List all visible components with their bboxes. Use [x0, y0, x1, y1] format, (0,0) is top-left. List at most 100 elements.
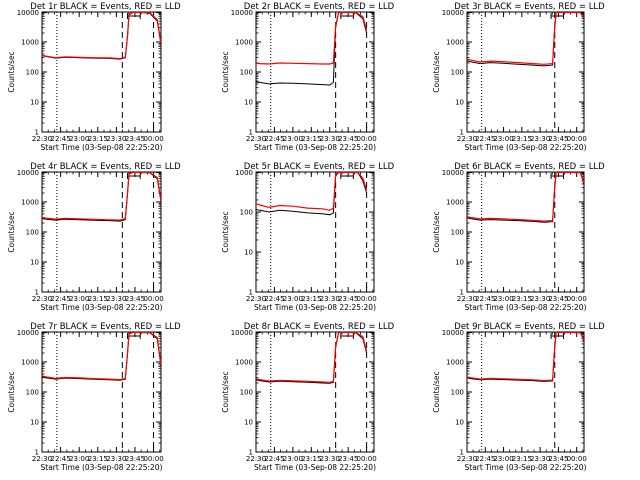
plot-frame: [41, 11, 162, 133]
x-tick-label: 23:15: [512, 135, 532, 143]
x-tick-label: 22:30: [246, 295, 266, 303]
series-events-line: [256, 332, 368, 384]
y-axis-label: Counts/sec: [432, 371, 441, 412]
x-tick-label: 23:30: [320, 135, 340, 143]
y-tick-label: 10: [244, 249, 253, 257]
y-tick-label: 1: [460, 289, 464, 297]
y-tick-label: 10: [455, 419, 464, 427]
series-lld-line: [42, 332, 161, 381]
plot-frame: [466, 11, 585, 133]
x-tick-label: 23:15: [88, 455, 108, 463]
x-tick-label: 00:00: [357, 295, 377, 303]
y-tick-label: 100: [26, 229, 39, 237]
panel-4: Det 4r BLACK = Events, RED = LLD 1 10 100 10…: [7, 162, 181, 312]
x-tick-label: 23:00: [283, 295, 303, 303]
y-tick-label: 100: [451, 229, 464, 237]
y-tick-label: 1000: [235, 169, 253, 177]
y-tick-label: 10: [455, 99, 464, 107]
x-tick-label: 22:30: [457, 455, 477, 463]
series-lld-line: [42, 172, 161, 221]
y-tick-label: 1000: [21, 359, 39, 367]
plot-frame: [255, 171, 375, 293]
y-axis-label: Counts/sec: [432, 51, 441, 92]
x-tick-label: 23:00: [283, 135, 303, 143]
plot-frame: [255, 11, 375, 133]
panel-title: Det 5r BLACK = Events, RED = LLD: [244, 162, 395, 172]
x-axis-label: Start Time (03-Sep-08 22:25:20): [465, 303, 587, 312]
y-axis-label: Counts/sec: [221, 211, 230, 252]
y-tick-label: 10000: [231, 9, 253, 17]
x-tick-label: 23:00: [283, 455, 303, 463]
series-events-line: [42, 332, 161, 381]
x-tick-label: 23:45: [125, 135, 145, 143]
y-tick-label: 1: [35, 449, 39, 457]
y-tick-label: 1000: [446, 39, 464, 47]
y-tick-label: 100: [240, 389, 253, 397]
series-events-line: [467, 332, 584, 382]
panel-5: Det 5r BLACK = Events, RED = LLD 1 10 100 10…: [221, 162, 395, 312]
x-tick-label: 23:30: [106, 455, 126, 463]
x-tick-label: 00:00: [357, 135, 377, 143]
y-tick-label: 10: [244, 99, 253, 107]
y-tick-label: 10000: [17, 329, 39, 337]
x-tick-label: 23:45: [125, 455, 145, 463]
x-tick-label: 00:00: [357, 455, 377, 463]
x-tick-label: 22:45: [475, 135, 495, 143]
x-tick-label: 23:15: [301, 455, 321, 463]
y-tick-label: 10: [30, 259, 39, 267]
x-tick-label: 22:45: [51, 135, 71, 143]
x-tick-label: 22:30: [457, 295, 477, 303]
panel-title: Det 3r BLACK = Events, RED = LLD: [454, 2, 605, 12]
panel-title: Det 2r BLACK = Events, RED = LLD: [244, 2, 395, 12]
panel-title: Det 9r BLACK = Events, RED = LLD: [454, 322, 605, 332]
y-tick-label: 1: [249, 289, 253, 297]
x-tick-label: 23:30: [106, 135, 126, 143]
panel-title: Det 6r BLACK = Events, RED = LLD: [454, 162, 605, 172]
x-tick-label: 22:45: [264, 455, 284, 463]
x-tick-label: 22:45: [51, 455, 71, 463]
x-tick-label: 23:15: [301, 295, 321, 303]
y-tick-label: 1000: [21, 199, 39, 207]
series-events-line: [467, 172, 584, 223]
y-tick-label: 1: [249, 129, 253, 137]
panel-title: Det 8r BLACK = Events, RED = LLD: [244, 322, 395, 332]
y-tick-label: 10: [455, 259, 464, 267]
x-tick-label: 23:30: [320, 455, 340, 463]
series-events-line: [467, 12, 584, 67]
x-tick-label: 23:15: [88, 295, 108, 303]
y-tick-label: 1000: [446, 199, 464, 207]
x-tick-label: 22:30: [246, 135, 266, 143]
y-axis-label: Counts/sec: [432, 211, 441, 252]
x-tick-label: 23:00: [69, 455, 89, 463]
x-tick-label: 23:00: [493, 135, 513, 143]
x-tick-label: 22:30: [246, 455, 266, 463]
series-lld-line: [256, 12, 368, 65]
x-tick-label: 23:15: [512, 455, 532, 463]
y-tick-label: 1000: [446, 359, 464, 367]
x-axis-label: Start Time (03-Sep-08 22:25:20): [254, 143, 376, 152]
series-events-line: [256, 12, 368, 86]
plot-frame: [466, 331, 585, 453]
y-tick-label: 100: [451, 69, 464, 77]
panel-9: Det 9r BLACK = Events, RED = LLD 1 10 100 10…: [432, 322, 605, 472]
x-tick-label: 23:00: [493, 455, 513, 463]
x-tick-label: 23:30: [530, 135, 550, 143]
panel-title: Det 4r BLACK = Events, RED = LLD: [30, 162, 181, 172]
series-events-line: [42, 172, 161, 222]
x-tick-label: 23:45: [125, 295, 145, 303]
y-tick-label: 1000: [235, 39, 253, 47]
plot-frame: [41, 331, 162, 453]
x-tick-label: 23:15: [301, 135, 321, 143]
x-tick-label: 22:30: [32, 295, 52, 303]
panel-title: Det 1r BLACK = Events, RED = LLD: [30, 2, 181, 12]
x-tick-label: 23:30: [106, 295, 126, 303]
x-tick-label: 00:00: [567, 455, 587, 463]
y-tick-label: 100: [26, 69, 39, 77]
x-axis-label: Start Time (03-Sep-08 22:25:20): [254, 303, 376, 312]
x-tick-label: 23:45: [548, 295, 568, 303]
x-tick-label: 00:00: [143, 295, 163, 303]
y-tick-label: 100: [26, 389, 39, 397]
x-axis-label: Start Time (03-Sep-08 22:25:20): [41, 463, 163, 472]
x-axis-label: Start Time (03-Sep-08 22:25:20): [41, 143, 163, 152]
x-tick-label: 23:45: [338, 135, 358, 143]
